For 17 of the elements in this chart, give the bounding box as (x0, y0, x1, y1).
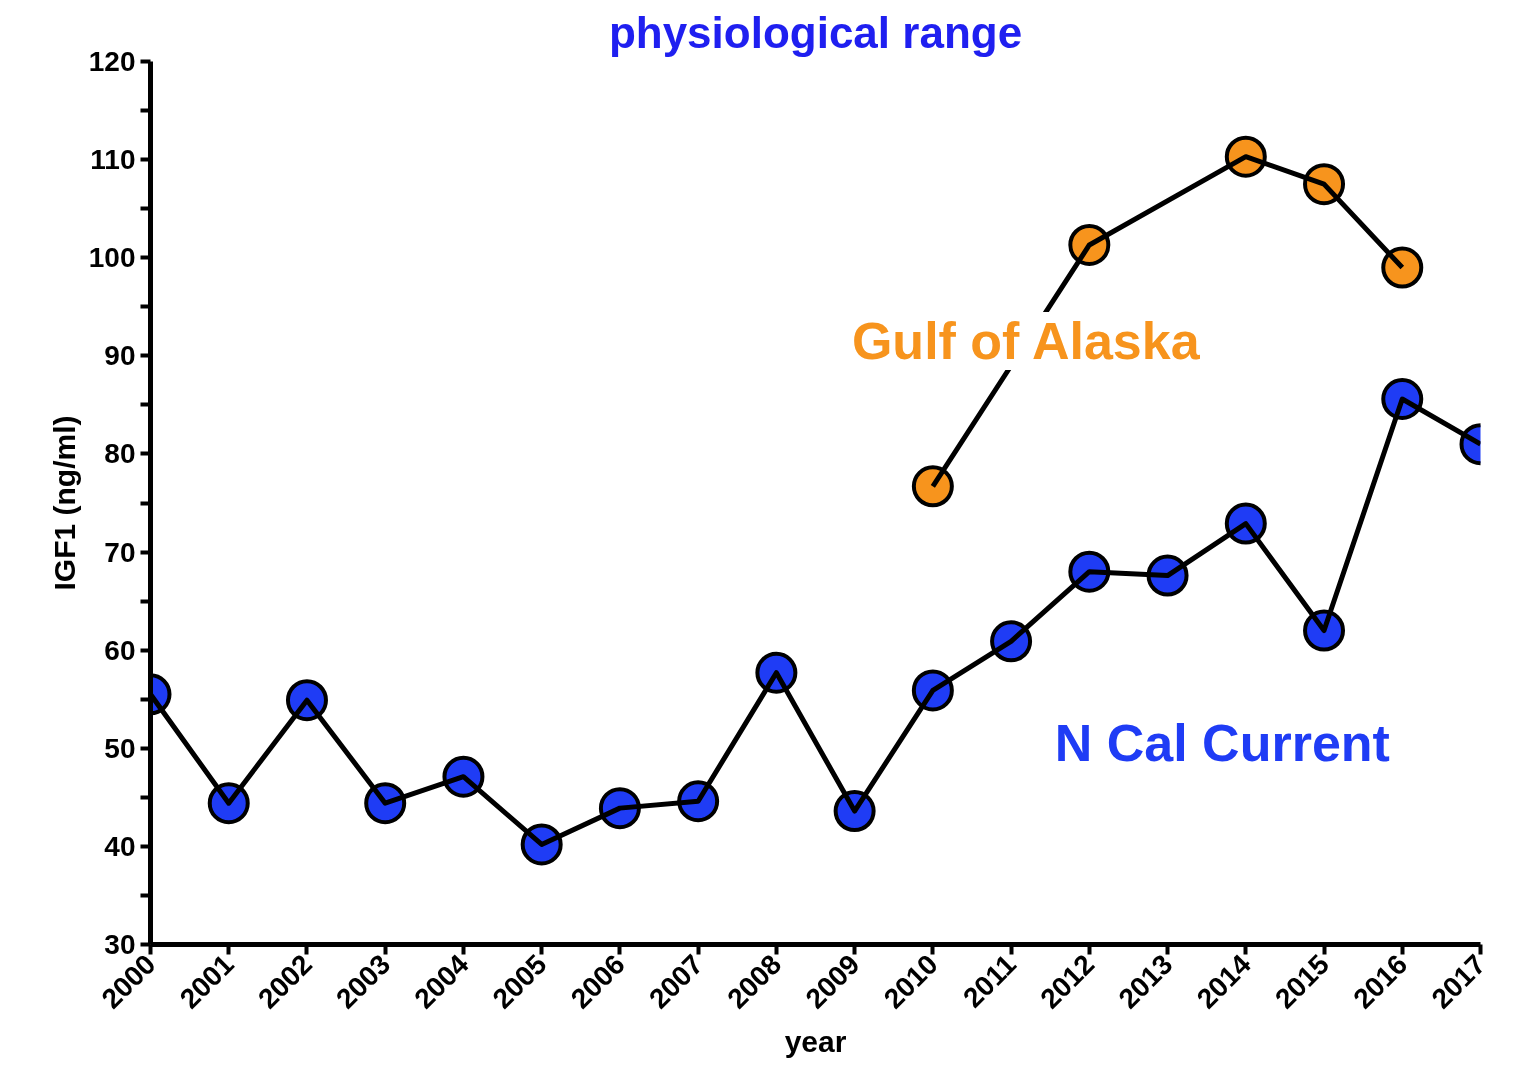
y-tick-label: 70 (104, 536, 136, 568)
series-label: N Cal Current (1054, 714, 1390, 773)
chart-title: physiological range (608, 7, 1023, 57)
y-tick-label: 30 (104, 929, 136, 960)
y-tick-label: 80 (104, 438, 136, 470)
y-tick-label: 60 (104, 634, 136, 666)
y-tick-label: 50 (104, 732, 136, 764)
y-tick-label: 90 (104, 340, 136, 372)
point (911, 465, 954, 508)
series-label: Gulf of Alaska (851, 312, 1201, 371)
y-tick-label: 100 (88, 242, 136, 274)
x-axis-title: year (784, 1024, 847, 1058)
point (1381, 246, 1424, 289)
y-tick-label: 110 (90, 144, 136, 176)
y-tick-label: 40 (104, 830, 136, 862)
y-axis-title: IGF1 (ng/ml) (47, 415, 81, 591)
y-tick-label: 120 (88, 46, 136, 77)
